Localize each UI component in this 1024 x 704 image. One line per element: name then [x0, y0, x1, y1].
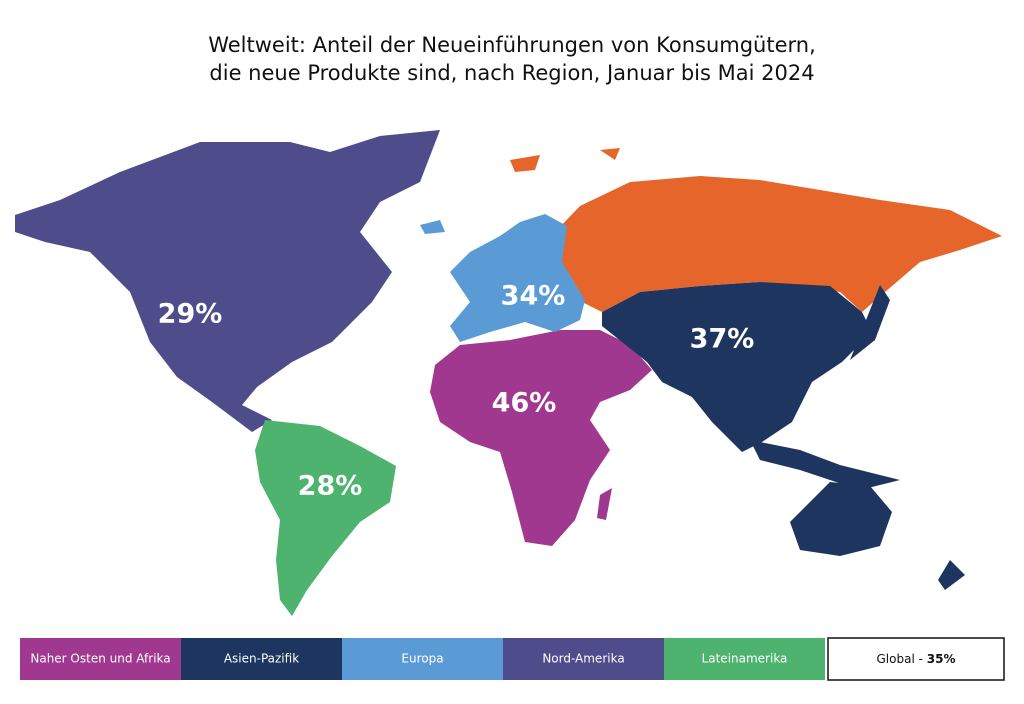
region-shape [602, 282, 965, 590]
region-value-label: 46% [492, 388, 557, 419]
russia-shape [510, 148, 1002, 312]
global-box [827, 637, 1005, 681]
region-value-label: 28% [298, 471, 363, 502]
region-shape [420, 214, 585, 342]
region-value-label: 34% [501, 281, 566, 312]
legend-swatch [20, 638, 181, 680]
legend-label: Naher Osten und Afrika [30, 652, 170, 666]
region-shape [15, 130, 440, 432]
legend-swatch [503, 638, 664, 680]
global-label: Global - 35% [877, 652, 956, 666]
region-shape [430, 330, 652, 546]
legend-swatch [664, 638, 825, 680]
region-shape [255, 420, 396, 616]
global-value: 35% [927, 652, 956, 666]
legend-label: Nord-Amerika [542, 652, 624, 666]
global-name: Global - [877, 652, 923, 666]
legend-label: Europa [401, 652, 443, 666]
legend-swatch [181, 638, 342, 680]
chart-title: Weltweit: Anteil der Neueinführungen von… [208, 33, 816, 57]
chart-title: die neue Produkte sind, nach Region, Jan… [209, 61, 814, 85]
region-value-label: 37% [690, 324, 755, 355]
region-value-label: 29% [158, 299, 223, 330]
legend-swatch [342, 638, 503, 680]
regions: 46% 37% 34% 29% 28% [15, 130, 965, 616]
legend: Naher Osten und Afrika Asien-Pazifik Europ… [20, 637, 1005, 681]
legend-label: Asien-Pazifik [224, 652, 299, 666]
legend-label: Lateinamerika [702, 652, 788, 666]
